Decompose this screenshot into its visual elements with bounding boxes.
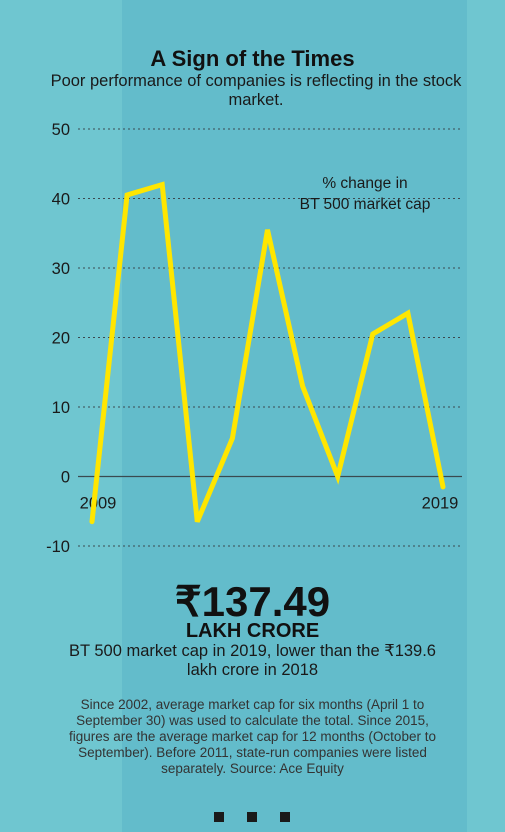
y-axis-tick-labels: 50 40 30 20 10 0 -10 — [46, 121, 70, 556]
highlight-description: BT 500 market cap in 2019, lower than th… — [68, 642, 436, 679]
x-tick-label: 2009 — [80, 495, 117, 513]
y-tick-label: 10 — [52, 399, 70, 417]
pagination-dot — [214, 812, 224, 822]
y-tick-label: 40 — [52, 191, 70, 209]
series-annotation: % change in BT 500 market cap — [300, 175, 431, 213]
chart-subtitle: Poor performance of companies is reflect… — [50, 72, 462, 109]
y-tick-label: 0 — [61, 469, 70, 487]
highlight-unit: LAKH CRORE — [185, 620, 320, 642]
pagination-dot — [247, 812, 257, 822]
grid-lines — [78, 128, 462, 547]
y-tick-label: -10 — [46, 538, 70, 556]
pagination-dot — [280, 812, 290, 822]
y-tick-label: 20 — [52, 330, 70, 348]
x-tick-label: 2019 — [422, 495, 459, 513]
chart-title: A Sign of the Times — [150, 46, 355, 71]
y-tick-label: 50 — [52, 121, 70, 139]
highlight-value: ₹137.49 — [174, 578, 331, 625]
x-axis-tick-labels: 2009 2019 — [80, 495, 459, 513]
y-tick-label: 30 — [52, 260, 70, 278]
footnote: Since 2002, average market cap for six m… — [69, 697, 436, 776]
background-panel — [122, 0, 467, 832]
series-line — [89, 181, 446, 525]
line-chart: 50 40 30 20 10 0 -10 2009 2019 % change in BT 50… — [46, 121, 462, 556]
